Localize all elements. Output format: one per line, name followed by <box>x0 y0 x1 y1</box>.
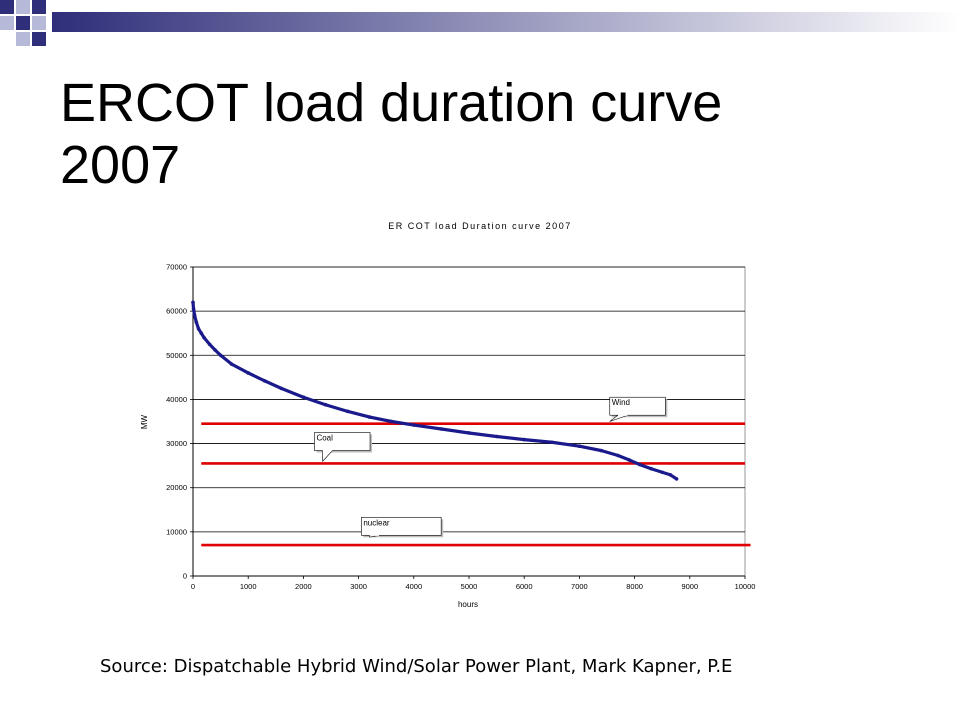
data-point <box>192 313 197 318</box>
chart-title: ER COT load Duration curve 2007 <box>388 221 571 231</box>
data-point <box>191 300 195 305</box>
x-tick-label: 7000 <box>571 582 588 591</box>
x-tick-label: 8000 <box>626 582 643 591</box>
data-point <box>191 307 196 311</box>
x-axis-label: hours <box>458 600 478 609</box>
x-tick-label: 6000 <box>516 582 533 591</box>
series-line-load <box>191 300 679 481</box>
data-point <box>649 466 653 471</box>
callout-label: Wind <box>612 398 630 407</box>
callout-label: Coal <box>316 434 333 443</box>
decor-square <box>16 16 30 30</box>
data-point <box>522 437 526 442</box>
y-tick-label: 60000 <box>166 307 187 316</box>
callouts: Wind Coal nuclear <box>314 396 668 538</box>
data-point <box>439 427 444 431</box>
callout-coal: Coal <box>314 432 373 462</box>
y-tick-label: 30000 <box>166 439 187 448</box>
data-point <box>246 371 250 375</box>
data-point <box>218 353 223 358</box>
ticks-layer: 0 10000 20000 30000 40000 50000 60000 70000 0 100… <box>166 263 755 592</box>
data-point <box>674 477 679 481</box>
y-tick-label: 10000 <box>166 527 187 536</box>
decor-bar <box>52 12 960 32</box>
data-point <box>196 327 201 331</box>
slide-title-line1: ERCOT load duration curve <box>60 73 723 133</box>
data-point <box>660 470 664 475</box>
data-point <box>301 395 306 400</box>
y-tick-label: 0 <box>183 572 187 581</box>
decor-square <box>16 32 30 46</box>
callout-nuclear: nuclear <box>361 516 444 538</box>
callout-wind: Wind <box>609 396 668 422</box>
decor-square <box>0 0 14 14</box>
callout-box <box>609 396 666 416</box>
plot-area <box>192 266 746 577</box>
data-point <box>389 419 394 424</box>
x-tick-label: 0 <box>191 582 195 591</box>
data-point <box>412 423 416 427</box>
grid-layer <box>192 266 746 577</box>
decor-square <box>32 32 46 46</box>
y-tick-label: 40000 <box>166 395 187 404</box>
reference-lines <box>201 422 751 547</box>
x-tick-label: 9000 <box>681 582 698 591</box>
slide-title: ERCOT load duration curve 2007 <box>60 72 920 196</box>
load-duration-chart: ER COT load Duration curve 2007 01000020… <box>140 221 755 609</box>
decor-square <box>32 16 46 30</box>
callout-box <box>361 516 442 536</box>
data-point <box>262 379 267 383</box>
data-point <box>194 320 199 324</box>
decor-square <box>0 16 14 30</box>
x-tick-label: 5000 <box>461 582 478 591</box>
data-point <box>323 402 328 407</box>
callout-box <box>314 432 371 451</box>
y-tick-label: 50000 <box>166 351 187 360</box>
data-point <box>638 462 642 467</box>
data-point <box>199 331 204 336</box>
source-citation: Source: Dispatchable Hybrid Wind/Solar P… <box>100 656 733 677</box>
data-point <box>668 473 673 477</box>
y-tick-label: 20000 <box>166 483 187 492</box>
data-point <box>467 431 471 435</box>
slide-title-line2: 2007 <box>60 135 181 195</box>
y-tick-label: 70000 <box>166 263 187 272</box>
data-point <box>229 362 234 366</box>
x-tick-label: 10000 <box>735 582 756 591</box>
x-tick-label: 3000 <box>350 582 367 591</box>
data-point <box>627 458 631 462</box>
decor-square <box>32 0 46 14</box>
callout-pointer <box>322 450 334 462</box>
data-point <box>577 444 582 449</box>
x-tick-label: 4000 <box>405 582 422 591</box>
data-point <box>599 448 604 453</box>
x-tick-label: 1000 <box>240 582 257 591</box>
decor-square <box>16 0 30 14</box>
data-point <box>207 342 212 347</box>
x-tick-label: 2000 <box>295 582 312 591</box>
data-point <box>202 335 206 340</box>
data-point <box>550 440 554 445</box>
data-point <box>279 386 284 391</box>
data-point <box>367 415 372 419</box>
data-point <box>616 453 620 458</box>
data-point <box>345 409 350 414</box>
corner-decoration <box>0 0 960 46</box>
series-layer <box>191 300 679 481</box>
callout-label: nuclear <box>363 518 390 527</box>
y-axis-label: MW <box>140 414 149 429</box>
data-point <box>213 348 217 352</box>
data-point <box>494 434 499 439</box>
